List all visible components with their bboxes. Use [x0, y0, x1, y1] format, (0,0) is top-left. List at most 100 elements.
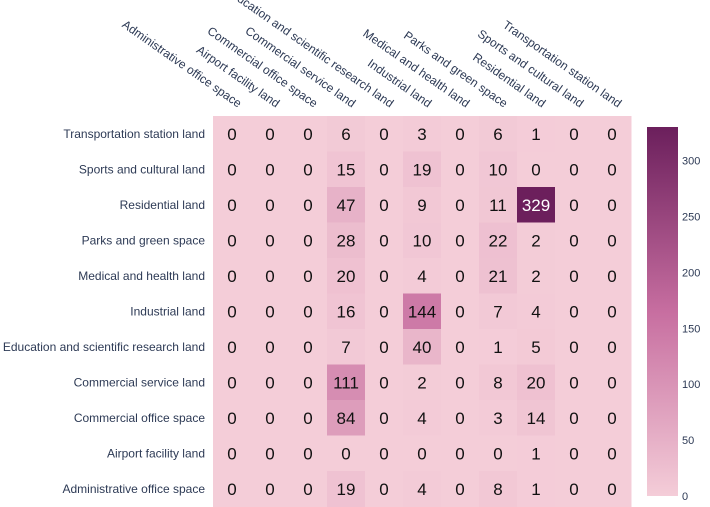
- heatmap-cell: [403, 151, 442, 188]
- heatmap-cell: [213, 187, 252, 223]
- cell-value-label: 144: [408, 302, 436, 321]
- heatmap-cell: [327, 329, 366, 365]
- cell-value-label: 2: [531, 231, 540, 250]
- heatmap-cell: [251, 116, 290, 152]
- cell-value-label: 0: [303, 267, 312, 286]
- colorbar-tick-label: 200: [682, 267, 700, 279]
- heatmap-cell: [479, 400, 518, 436]
- heatmap-cell: [479, 329, 518, 365]
- heatmap-cell: [365, 435, 404, 472]
- cell-value-label: 15: [337, 160, 356, 179]
- row-label: Commercial office space: [74, 411, 205, 425]
- heatmap-cell: [403, 258, 442, 294]
- cell-value-label: 6: [493, 125, 502, 144]
- heatmap-cell: [403, 222, 442, 259]
- cell-value-label: 0: [303, 125, 312, 144]
- row-label: Residential land: [120, 198, 205, 212]
- heatmap-cell: [327, 258, 366, 294]
- heatmap-cell: [441, 151, 480, 188]
- heatmap-cell: [441, 116, 480, 152]
- cell-value-label: 0: [569, 196, 578, 215]
- cell-value-label: 1: [531, 480, 540, 499]
- cell-value-label: 0: [265, 409, 274, 428]
- cell-value-label: 2: [531, 267, 540, 286]
- cell-value-label: 7: [493, 302, 502, 321]
- cell-value-label: 0: [379, 125, 388, 144]
- colorbar-tick-label: 50: [682, 435, 694, 447]
- colorbar-tick-label: 300: [682, 156, 700, 168]
- cell-value-label: 1: [531, 125, 540, 144]
- heatmap-cell: [593, 258, 632, 294]
- cell-value-label: 0: [607, 302, 616, 321]
- heatmap-cell: [251, 400, 290, 436]
- heatmap-cell: [289, 116, 328, 152]
- cell-value-label: 0: [227, 231, 236, 250]
- cell-value-label: 0: [607, 338, 616, 357]
- cell-value-label: 5: [531, 338, 540, 357]
- cell-value-label: 0: [455, 480, 464, 499]
- heatmap-cell: [251, 435, 290, 472]
- cell-value-label: 0: [303, 231, 312, 250]
- heatmap-cell: [289, 329, 328, 365]
- cell-value-label: 0: [455, 267, 464, 286]
- row-label: Medical and health land: [78, 269, 205, 283]
- cell-value-label: 0: [455, 373, 464, 392]
- cell-value-label: 0: [569, 480, 578, 499]
- heatmap-cell: [403, 329, 442, 365]
- cell-value-label: 0: [569, 302, 578, 321]
- heatmap-cell: [441, 471, 480, 507]
- cell-value-label: 0: [303, 160, 312, 179]
- heatmap-cells: 0 0 0 6 0 3 0 6 1 0 00 0 0 15 0 19 0 10 0 0 00 0 0 47 0 9 0 11 329 0 0…: [213, 116, 632, 507]
- heatmap-cell: [213, 364, 252, 401]
- heatmap-cell: [517, 187, 556, 223]
- heatmap-cell: [403, 471, 442, 507]
- cell-value-label: 0: [303, 196, 312, 215]
- cell-value-label: 0: [265, 444, 274, 463]
- heatmap-cell: [289, 187, 328, 223]
- colorbar-tick-label: 0: [682, 491, 688, 503]
- heatmap-cell: [441, 187, 480, 223]
- cell-value-label: 0: [379, 160, 388, 179]
- cell-value-label: 0: [569, 267, 578, 286]
- cell-value-label: 0: [569, 231, 578, 250]
- cell-value-label: 0: [455, 125, 464, 144]
- heatmap-cell: [555, 329, 594, 365]
- cell-value-label: 0: [303, 409, 312, 428]
- heatmap-cell: [213, 222, 252, 259]
- cell-value-label: 84: [337, 409, 356, 428]
- cell-value-label: 11: [489, 196, 507, 215]
- heatmap-cell: [365, 258, 404, 294]
- heatmap-cell: [441, 222, 480, 259]
- row-label: Airport facility land: [107, 446, 205, 460]
- heatmap-cell: [441, 258, 480, 294]
- cell-value-label: 0: [227, 444, 236, 463]
- heatmap-cell: [517, 364, 556, 401]
- cell-value-label: 0: [607, 444, 616, 463]
- cell-value-label: 0: [417, 444, 426, 463]
- cell-value-label: 0: [265, 196, 274, 215]
- cell-value-label: 0: [607, 267, 616, 286]
- heatmap-cell: [213, 116, 252, 152]
- heatmap-cell: [517, 116, 556, 152]
- colorbar: 0 50 100 150 200 250 300: [647, 127, 700, 503]
- heatmap-cell: [593, 400, 632, 436]
- heatmap-cell: [365, 471, 404, 507]
- heatmap-cell: [289, 151, 328, 188]
- cell-value-label: 20: [337, 267, 356, 286]
- colorbar-tick-label: 150: [682, 323, 700, 335]
- heatmap-cell: [479, 258, 518, 294]
- cell-value-label: 4: [417, 409, 426, 428]
- heatmap-cell: [251, 329, 290, 365]
- heatmap-cell: [555, 116, 594, 152]
- heatmap-cell: [213, 258, 252, 294]
- cell-value-label: 0: [265, 480, 274, 499]
- heatmap-cell: [441, 293, 480, 330]
- cell-value-label: 0: [227, 480, 236, 499]
- heatmap-cell: [593, 364, 632, 401]
- cell-value-label: 0: [569, 125, 578, 144]
- cell-value-label: 0: [569, 338, 578, 357]
- heatmap-cell: [289, 435, 328, 472]
- cell-value-label: 0: [227, 196, 236, 215]
